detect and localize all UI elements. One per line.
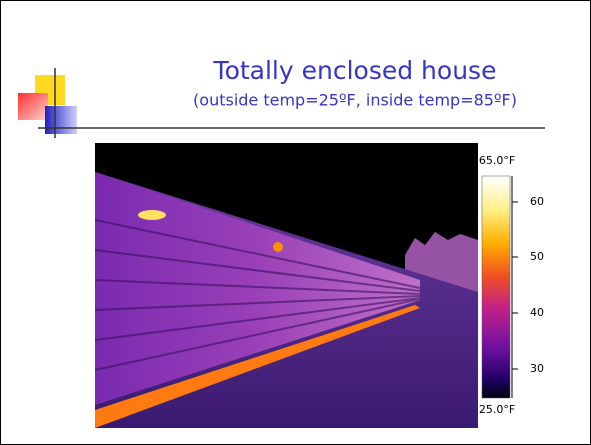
scale-tick-label: 40 [530, 306, 544, 319]
scale-max-label: 65.0°F [479, 154, 515, 167]
slide-subtitle: (outside temp=25ºF, inside temp=85ºF) [193, 91, 517, 110]
slide-title: Totally enclosed house [213, 56, 497, 85]
scale-min-label: 25.0°F [479, 403, 515, 416]
slide: Totally enclosed house (outside temp=25º… [0, 0, 591, 445]
deco-square [18, 93, 48, 120]
scale-tick-label: 60 [530, 195, 544, 208]
scale-tick-label: 30 [530, 362, 544, 375]
scale-tick-label: 50 [530, 250, 544, 263]
deco-square [45, 106, 77, 134]
color-scale [482, 176, 510, 398]
thermal-image [95, 143, 478, 428]
